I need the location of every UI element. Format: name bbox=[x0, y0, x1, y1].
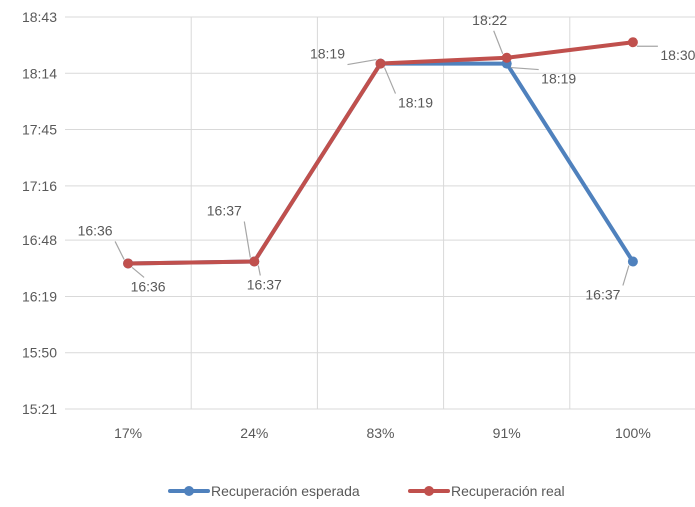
series-line-1 bbox=[126, 61, 635, 266]
x-tick-label: 91% bbox=[493, 425, 521, 441]
data-label: 18:22 bbox=[472, 12, 507, 28]
legend-label: Recuperación esperada bbox=[211, 483, 360, 499]
x-tick-label: 100% bbox=[615, 425, 651, 441]
y-tick-label: 18:14 bbox=[22, 65, 57, 81]
leader-line bbox=[383, 67, 397, 94]
data-point-s1 bbox=[627, 256, 638, 267]
x-tick-label: 24% bbox=[240, 425, 268, 441]
data-label: 16:36 bbox=[78, 222, 113, 238]
y-tick-label: 17:16 bbox=[22, 178, 57, 194]
data-point-s2 bbox=[627, 37, 638, 48]
legend-marker bbox=[184, 486, 194, 496]
leader-line bbox=[257, 265, 261, 276]
leader-line bbox=[493, 30, 504, 54]
x-tick-label: 17% bbox=[114, 425, 142, 441]
leader-line bbox=[131, 266, 145, 278]
data-label: 16:37 bbox=[585, 287, 620, 303]
y-tick-label: 15:50 bbox=[22, 345, 57, 361]
data-point-s2 bbox=[501, 52, 512, 63]
y-tick-label: 15:21 bbox=[22, 401, 57, 417]
leader-line bbox=[347, 58, 377, 66]
x-tick-label: 83% bbox=[366, 425, 394, 441]
data-point-s2 bbox=[123, 258, 134, 269]
data-label: 18:19 bbox=[398, 95, 433, 111]
data-label: 16:36 bbox=[131, 278, 166, 294]
leader-line bbox=[243, 221, 251, 258]
data-label: 18:19 bbox=[541, 71, 576, 87]
data-label: 18:19 bbox=[310, 46, 345, 62]
data-point-s2 bbox=[375, 58, 386, 69]
data-point-s2 bbox=[249, 256, 260, 267]
leader-line bbox=[114, 241, 125, 260]
y-tick-label: 17:45 bbox=[22, 122, 57, 138]
y-tick-label: 18:43 bbox=[22, 9, 57, 25]
data-label: 18:30 bbox=[660, 47, 695, 63]
y-tick-label: 16:48 bbox=[22, 232, 57, 248]
leader-line bbox=[510, 66, 539, 71]
data-label: 16:37 bbox=[207, 203, 242, 219]
legend-marker bbox=[424, 486, 434, 496]
data-label: 16:37 bbox=[247, 277, 282, 293]
y-tick-label: 16:19 bbox=[22, 288, 57, 304]
legend-label: Recuperación real bbox=[451, 483, 565, 499]
leader-line bbox=[622, 265, 630, 286]
